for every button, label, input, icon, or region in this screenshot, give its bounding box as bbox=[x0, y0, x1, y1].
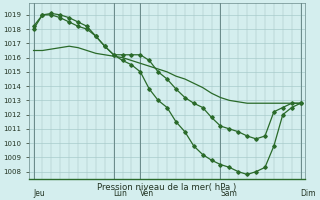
Text: Lun: Lun bbox=[114, 189, 128, 198]
Text: Dim: Dim bbox=[300, 189, 316, 198]
Text: Sam: Sam bbox=[220, 189, 237, 198]
X-axis label: Pression niveau de la mer( hPa ): Pression niveau de la mer( hPa ) bbox=[98, 183, 237, 192]
Text: Ven: Ven bbox=[140, 189, 155, 198]
Text: Jeu: Jeu bbox=[34, 189, 45, 198]
